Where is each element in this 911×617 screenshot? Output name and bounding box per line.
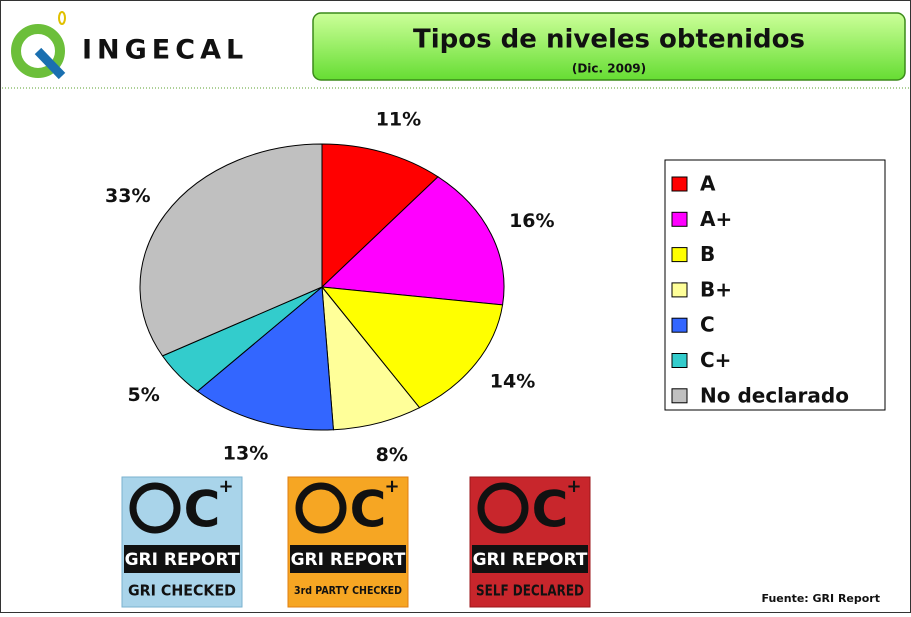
badge-letter: C — [532, 481, 569, 539]
badge-letter: C — [184, 481, 221, 539]
slice-label: 5% — [128, 384, 160, 406]
slice-label: 33% — [105, 185, 150, 207]
subtitle: (Dic. 2009) — [572, 62, 646, 76]
badge-plus: + — [566, 476, 581, 497]
legend-swatch — [672, 283, 687, 297]
legend-swatch — [672, 177, 687, 191]
legend-swatch — [672, 354, 687, 368]
legend-label: B — [700, 242, 715, 266]
legend-swatch — [672, 212, 687, 226]
legend-label: A — [700, 172, 716, 196]
legend-swatch — [672, 318, 687, 332]
legend-label: C+ — [700, 348, 731, 372]
legend-box — [665, 160, 885, 410]
legend-label: B+ — [700, 277, 732, 301]
badge-line2: GRI CHECKED — [128, 582, 236, 600]
badge-line2: SELF DECLARED — [476, 582, 584, 600]
slice-label: 11% — [376, 109, 421, 131]
legend-label: A+ — [700, 207, 732, 231]
slice-label: 8% — [376, 444, 408, 466]
title: Tipos de niveles obtenidos — [413, 25, 805, 55]
legend-label: C — [700, 313, 715, 337]
badge-letter: C — [350, 481, 387, 539]
slide: INGECAL Tipos de niveles obtenidos (Dic.… — [0, 0, 911, 613]
badge-line1: GRI REPORT — [473, 550, 588, 570]
badge-plus: + — [384, 476, 399, 497]
badge-line1: GRI REPORT — [291, 550, 406, 570]
source: Fuente: GRI Report — [761, 592, 880, 605]
slice-label: 14% — [490, 371, 535, 393]
slice-label: 16% — [509, 210, 554, 232]
legend-swatch — [672, 389, 687, 403]
badge-line1: GRI REPORT — [125, 550, 240, 570]
legend-label: No declarado — [700, 383, 849, 407]
badge-line2: 3rd PARTY CHECKED — [294, 584, 402, 597]
legend-swatch — [672, 248, 687, 262]
logo-text: INGECAL — [82, 35, 248, 66]
badge-plus: + — [218, 476, 233, 497]
slice-label: 13% — [223, 442, 268, 464]
